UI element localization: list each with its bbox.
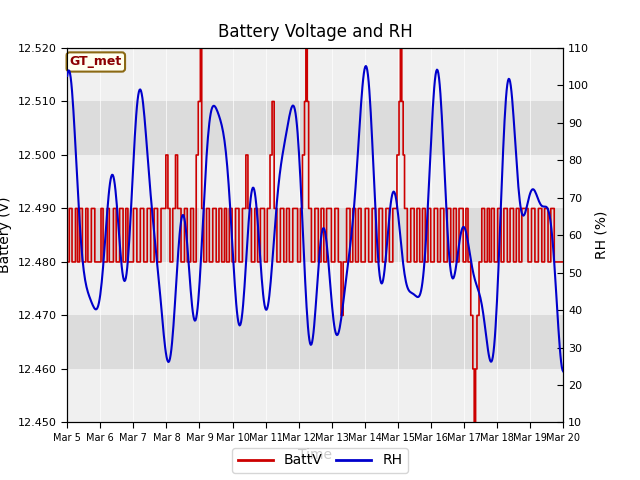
Bar xyxy=(67,101,563,155)
Legend: BattV, RH: BattV, RH xyxy=(232,448,408,473)
Bar xyxy=(67,315,563,369)
Bar xyxy=(67,208,563,262)
Title: Battery Voltage and RH: Battery Voltage and RH xyxy=(218,23,413,41)
Text: GT_met: GT_met xyxy=(70,56,122,69)
Bar xyxy=(67,155,563,208)
Y-axis label: RH (%): RH (%) xyxy=(595,211,609,259)
Bar xyxy=(67,48,563,101)
Bar xyxy=(67,369,563,422)
Bar xyxy=(67,262,563,315)
Y-axis label: Battery (V): Battery (V) xyxy=(0,197,12,274)
X-axis label: Time: Time xyxy=(298,448,332,462)
